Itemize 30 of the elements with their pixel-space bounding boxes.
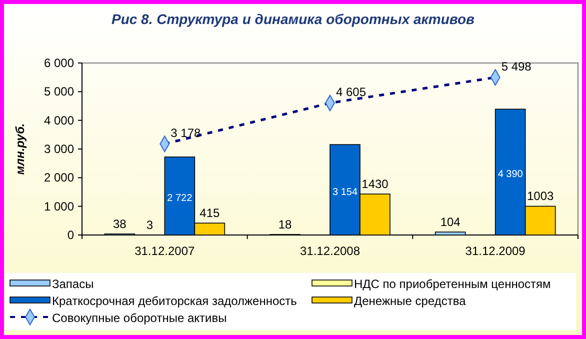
data-label: 38 — [112, 216, 127, 231]
data-label: 415 — [200, 206, 220, 220]
data-label: 5 498 — [501, 59, 532, 74]
data-label: 4 605 — [336, 84, 366, 99]
y-tick-label: 1 000 — [44, 199, 74, 214]
data-label: 1003 — [526, 189, 554, 204]
data-label: 4 390 — [498, 169, 524, 180]
y-tick-label: 5 000 — [44, 84, 74, 99]
legend-label: Совокупные оборотные активы — [52, 311, 227, 325]
y-tick-label: 2 000 — [44, 170, 74, 185]
x-tick-label: 31.12.2007 — [134, 244, 196, 258]
y-tick-label: 4 000 — [44, 113, 74, 128]
legend-label: Краткосрочная дебиторская задолженность — [52, 294, 297, 308]
data-label: 18 — [278, 217, 292, 232]
x-tick-label: 31.12.2009 — [465, 244, 526, 258]
y-tick-label: 3 000 — [44, 142, 74, 156]
data-label: 104 — [440, 215, 461, 230]
data-label: 3 — [146, 218, 154, 232]
y-tick-label: 0 — [67, 228, 74, 242]
legend-label: Денежные средства — [354, 294, 466, 308]
data-label: 3 154 — [332, 186, 358, 198]
y-axis-title: млн.руб. — [13, 123, 27, 175]
x-tick-label: 31.12.2008 — [300, 244, 360, 258]
legend-label: Запасы — [52, 277, 94, 291]
data-label: 2 722 — [167, 192, 193, 204]
chart-title: Рис 8. Структура и динамика оборотных активов — [111, 11, 476, 27]
data-label: 1430 — [362, 177, 389, 192]
y-tick-label: 6 000 — [44, 56, 74, 70]
legend-label: НДС по приобретенным ценностям — [354, 277, 551, 291]
data-label: 3 178 — [170, 126, 202, 140]
